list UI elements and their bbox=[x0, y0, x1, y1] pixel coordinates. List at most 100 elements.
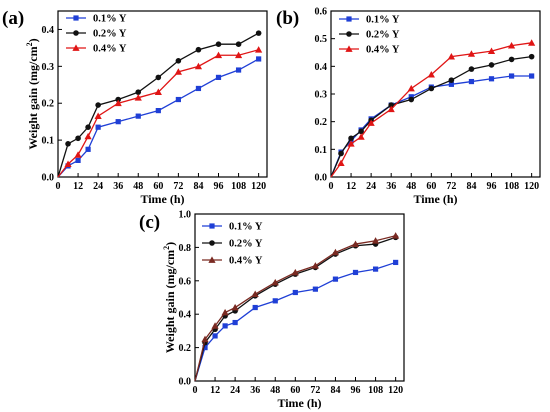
data-point bbox=[448, 81, 454, 87]
data-point bbox=[75, 135, 81, 142]
data-point bbox=[372, 266, 379, 272]
data-point bbox=[251, 290, 259, 298]
y-tick-label: 0.4 bbox=[42, 25, 55, 36]
data-point bbox=[74, 151, 82, 158]
data-point bbox=[388, 102, 394, 108]
legend-swatch-marker bbox=[346, 31, 352, 37]
data-point bbox=[352, 269, 359, 276]
data-point bbox=[95, 124, 101, 130]
data-point bbox=[114, 99, 122, 107]
data-point bbox=[528, 53, 535, 60]
legend-entry: 0.4% Y bbox=[93, 44, 127, 55]
series-2 bbox=[330, 53, 535, 178]
data-point bbox=[135, 89, 142, 95]
data-point bbox=[348, 135, 354, 142]
data-point bbox=[347, 140, 355, 147]
x-tick-label: 72 bbox=[173, 181, 183, 192]
y-tick-label: 0.3 bbox=[315, 90, 328, 101]
y-tick-label: 0.8 bbox=[179, 243, 192, 254]
data-point bbox=[468, 78, 475, 85]
data-point bbox=[214, 51, 223, 59]
series-3 bbox=[194, 232, 400, 382]
data-point bbox=[75, 157, 81, 163]
data-point bbox=[221, 308, 229, 316]
y-axis-title: Weight gain (mg/cm2) bbox=[25, 38, 40, 149]
data-point bbox=[393, 259, 399, 266]
plot-frame bbox=[57, 10, 268, 178]
legend-entry: 0.4% Y bbox=[229, 256, 263, 267]
x-tick-label: 84 bbox=[466, 181, 476, 192]
data-point bbox=[194, 62, 203, 70]
panel-label: (c) bbox=[139, 212, 160, 233]
legend-swatch-marker bbox=[209, 223, 215, 229]
data-point bbox=[211, 322, 219, 329]
series-2 bbox=[194, 234, 399, 382]
x-tick-label: 48 bbox=[270, 385, 280, 396]
data-point bbox=[338, 150, 344, 157]
data-point bbox=[215, 74, 222, 80]
data-point bbox=[408, 96, 415, 103]
legend-entry: 0.4% Y bbox=[366, 45, 400, 56]
x-tick-label: 36 bbox=[250, 385, 260, 396]
legend: 0.1% Y 0.2% Y 0.4% Y bbox=[202, 222, 263, 267]
x-axis-title: Time (h) bbox=[140, 192, 184, 206]
data-point bbox=[487, 47, 496, 54]
data-point bbox=[291, 268, 299, 276]
x-tick-label: 60 bbox=[290, 385, 300, 396]
data-point bbox=[235, 41, 242, 47]
x-tick-label: 120 bbox=[524, 181, 539, 192]
data-point bbox=[467, 50, 476, 57]
data-point bbox=[175, 96, 181, 103]
data-point bbox=[115, 96, 121, 103]
panel-label: (a) bbox=[2, 8, 24, 29]
data-point bbox=[231, 303, 239, 311]
y-tick-label: 1.0 bbox=[179, 210, 192, 221]
data-point bbox=[234, 51, 243, 59]
data-point bbox=[155, 108, 161, 114]
legend-swatch-marker bbox=[345, 45, 353, 52]
panel-label: (b) bbox=[276, 8, 299, 29]
legend-swatch-marker bbox=[346, 16, 352, 22]
legend: 0.1% Y 0.2% Y 0.4% Y bbox=[339, 15, 400, 56]
data-point bbox=[312, 286, 318, 292]
y-tick-label: 0.5 bbox=[315, 34, 328, 45]
data-point bbox=[392, 232, 400, 239]
y-axis-title: Weight gain (mg/cm2) bbox=[162, 242, 177, 353]
x-tick-label: 108 bbox=[231, 181, 246, 192]
chart-panel-2: 0 12 24 36 48 60 72 84 96 108 120 0.0 0.1 0.2 0.3 0.4 0.… bbox=[276, 7, 541, 206]
data-point bbox=[155, 74, 162, 81]
data-point bbox=[212, 333, 218, 339]
data-point bbox=[337, 159, 345, 167]
legend-swatch-marker bbox=[208, 256, 216, 263]
data-point bbox=[232, 319, 238, 326]
data-point bbox=[272, 298, 278, 304]
y-tick-label: 0.6 bbox=[179, 276, 192, 287]
data-point bbox=[488, 62, 495, 68]
data-point bbox=[357, 133, 365, 140]
data-point bbox=[134, 94, 142, 101]
x-tick-label: 12 bbox=[346, 181, 356, 192]
x-tick-label: 72 bbox=[446, 181, 456, 192]
y-tick-label: 0.4 bbox=[179, 310, 192, 321]
data-point bbox=[507, 41, 516, 49]
series-1 bbox=[57, 56, 262, 178]
legend-swatch-marker bbox=[209, 240, 215, 246]
data-point bbox=[201, 335, 209, 343]
legend-entry: 0.2% Y bbox=[93, 29, 127, 40]
x-tick-label: 48 bbox=[406, 181, 416, 192]
legend-swatch-marker bbox=[73, 30, 79, 36]
data-point bbox=[85, 146, 91, 152]
data-point bbox=[407, 84, 415, 92]
data-point bbox=[95, 102, 101, 108]
data-point bbox=[174, 68, 182, 75]
data-point bbox=[94, 112, 102, 120]
x-axis-title: Time (h) bbox=[277, 396, 321, 410]
legend-entry: 0.2% Y bbox=[229, 239, 263, 250]
data-point bbox=[215, 41, 222, 47]
data-point bbox=[195, 85, 202, 92]
series-2 bbox=[57, 30, 262, 178]
legend-entry: 0.1% Y bbox=[229, 222, 263, 233]
legend-entry: 0.2% Y bbox=[366, 30, 400, 41]
x-tick-label: 120 bbox=[251, 181, 266, 192]
data-point bbox=[175, 58, 182, 64]
